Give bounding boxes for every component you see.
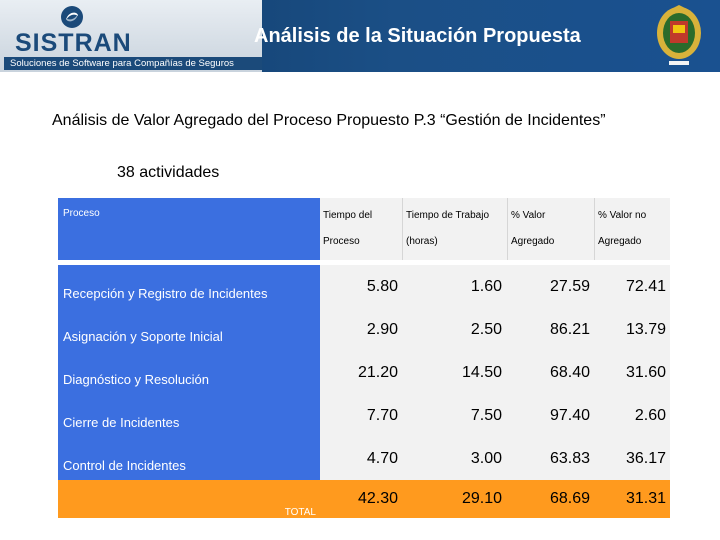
column-divider [507,198,508,260]
header-col4-line2: Agregado [598,236,642,247]
table-row: Cierre de Incidentes 7.70 7.50 97.40 2.6… [58,394,670,437]
process-name: Recepción y Registro de Incidentes [63,286,268,301]
header-col2-line1: Tiempo de Trabajo [406,210,490,221]
value-added-percent: 68.40 [549,364,590,381]
total-non-value-added: 31.31 [625,490,666,507]
header-col4-line1: % Valor no [598,210,647,221]
total-work-time: 29.10 [461,490,502,507]
values-cell-group: 5.80 1.60 27.59 72.41 [320,265,670,308]
non-value-added-percent: 13.79 [625,321,666,338]
non-value-added-percent: 72.41 [625,278,666,295]
process-time-value: 4.70 [366,450,398,467]
values-cell-group: 4.70 3.00 63.83 36.17 [320,437,670,480]
table-row: Control de Incidentes 4.70 3.00 63.83 36… [58,437,670,480]
header-col-non-value-added: % Valor no Agregado [595,198,670,260]
crest-emblem-icon [657,5,701,65]
non-value-added-percent: 36.17 [625,450,666,467]
process-time-value: 5.80 [366,278,398,295]
table-row: Recepción y Registro de Incidentes 5.80 … [58,265,670,308]
values-cell-group: 21.20 14.50 68.40 31.60 [320,351,670,394]
header-values: Tiempo del Proceso Tiempo de Trabajo (ho… [320,198,670,260]
header-col-value-added: % Valor Agregado [508,198,594,260]
total-row: TOTAL 42.30 29.10 68.69 31.31 [58,480,670,518]
section-subtitle: Análisis de Valor Agregado del Proceso P… [52,112,606,129]
header-col1-line1: Tiempo del [323,210,373,221]
value-added-percent: 97.40 [549,407,590,424]
process-name: Control de Incidentes [63,458,186,473]
header-col-process-time: Tiempo del Proceso [320,198,402,260]
total-process-time: 42.30 [357,490,398,507]
header-process-cell: Proceso [58,198,320,260]
work-time-value: 3.00 [470,450,502,467]
activities-count: 38 actividades [117,164,220,181]
total-values: 42.30 29.10 68.69 31.31 [320,480,670,518]
total-value-added: 68.69 [549,490,590,507]
header-bar: SISTRAN Soluciones de Software para Comp… [0,0,720,72]
process-name-cell: Cierre de Incidentes [58,394,320,437]
process-time-value: 21.20 [357,364,398,381]
work-time-value: 2.50 [470,321,502,338]
column-divider [402,198,403,260]
header-col2-line2: (horas) [406,236,438,247]
work-time-value: 14.50 [461,364,502,381]
value-analysis-table: Proceso Tiempo del Proceso Tiempo de Tra… [58,198,670,518]
process-name: Diagnóstico y Resolución [63,372,209,387]
total-label: TOTAL [284,507,316,518]
process-time-value: 2.90 [366,321,398,338]
process-name: Cierre de Incidentes [63,415,180,430]
table-row: Asignación y Soporte Inicial 2.90 2.50 8… [58,308,670,351]
brand-tagline-bar: Soluciones de Software para Compañías de… [4,57,262,70]
work-time-value: 7.50 [470,407,502,424]
header-col-work-time: Tiempo de Trabajo (horas) [403,198,507,260]
work-time-value: 1.60 [470,278,502,295]
process-time-value: 7.70 [366,407,398,424]
process-name: Asignación y Soporte Inicial [63,329,223,344]
brand-name: SISTRAN [15,29,132,57]
process-name-cell: Recepción y Registro de Incidentes [58,265,320,308]
page-title: Análisis de la Situación Propuesta [254,25,581,47]
header-process: Proceso [63,208,100,219]
table-row: Diagnóstico y Resolución 21.20 14.50 68.… [58,351,670,394]
total-label-cell: TOTAL [58,480,320,518]
values-cell-group: 7.70 7.50 97.40 2.60 [320,394,670,437]
value-added-percent: 63.83 [549,450,590,467]
header-col1-line2: Proceso [323,236,360,247]
value-added-percent: 86.21 [549,321,590,338]
non-value-added-percent: 2.60 [634,407,666,424]
value-added-percent: 27.59 [549,278,590,295]
values-cell-group: 2.90 2.50 86.21 13.79 [320,308,670,351]
non-value-added-percent: 31.60 [625,364,666,381]
column-divider [594,198,595,260]
header-col3-line2: Agregado [511,236,555,247]
brand-tagline: Soluciones de Software para Compañías de… [10,58,234,69]
swirl-logo-icon [61,6,83,28]
sistran-logo: SISTRAN Soluciones de Software para Comp… [0,0,262,72]
header-col3-line1: % Valor [511,210,546,221]
process-name-cell: Asignación y Soporte Inicial [58,308,320,351]
process-name-cell: Diagnóstico y Resolución [58,351,320,394]
process-name-cell: Control de Incidentes [58,437,320,480]
